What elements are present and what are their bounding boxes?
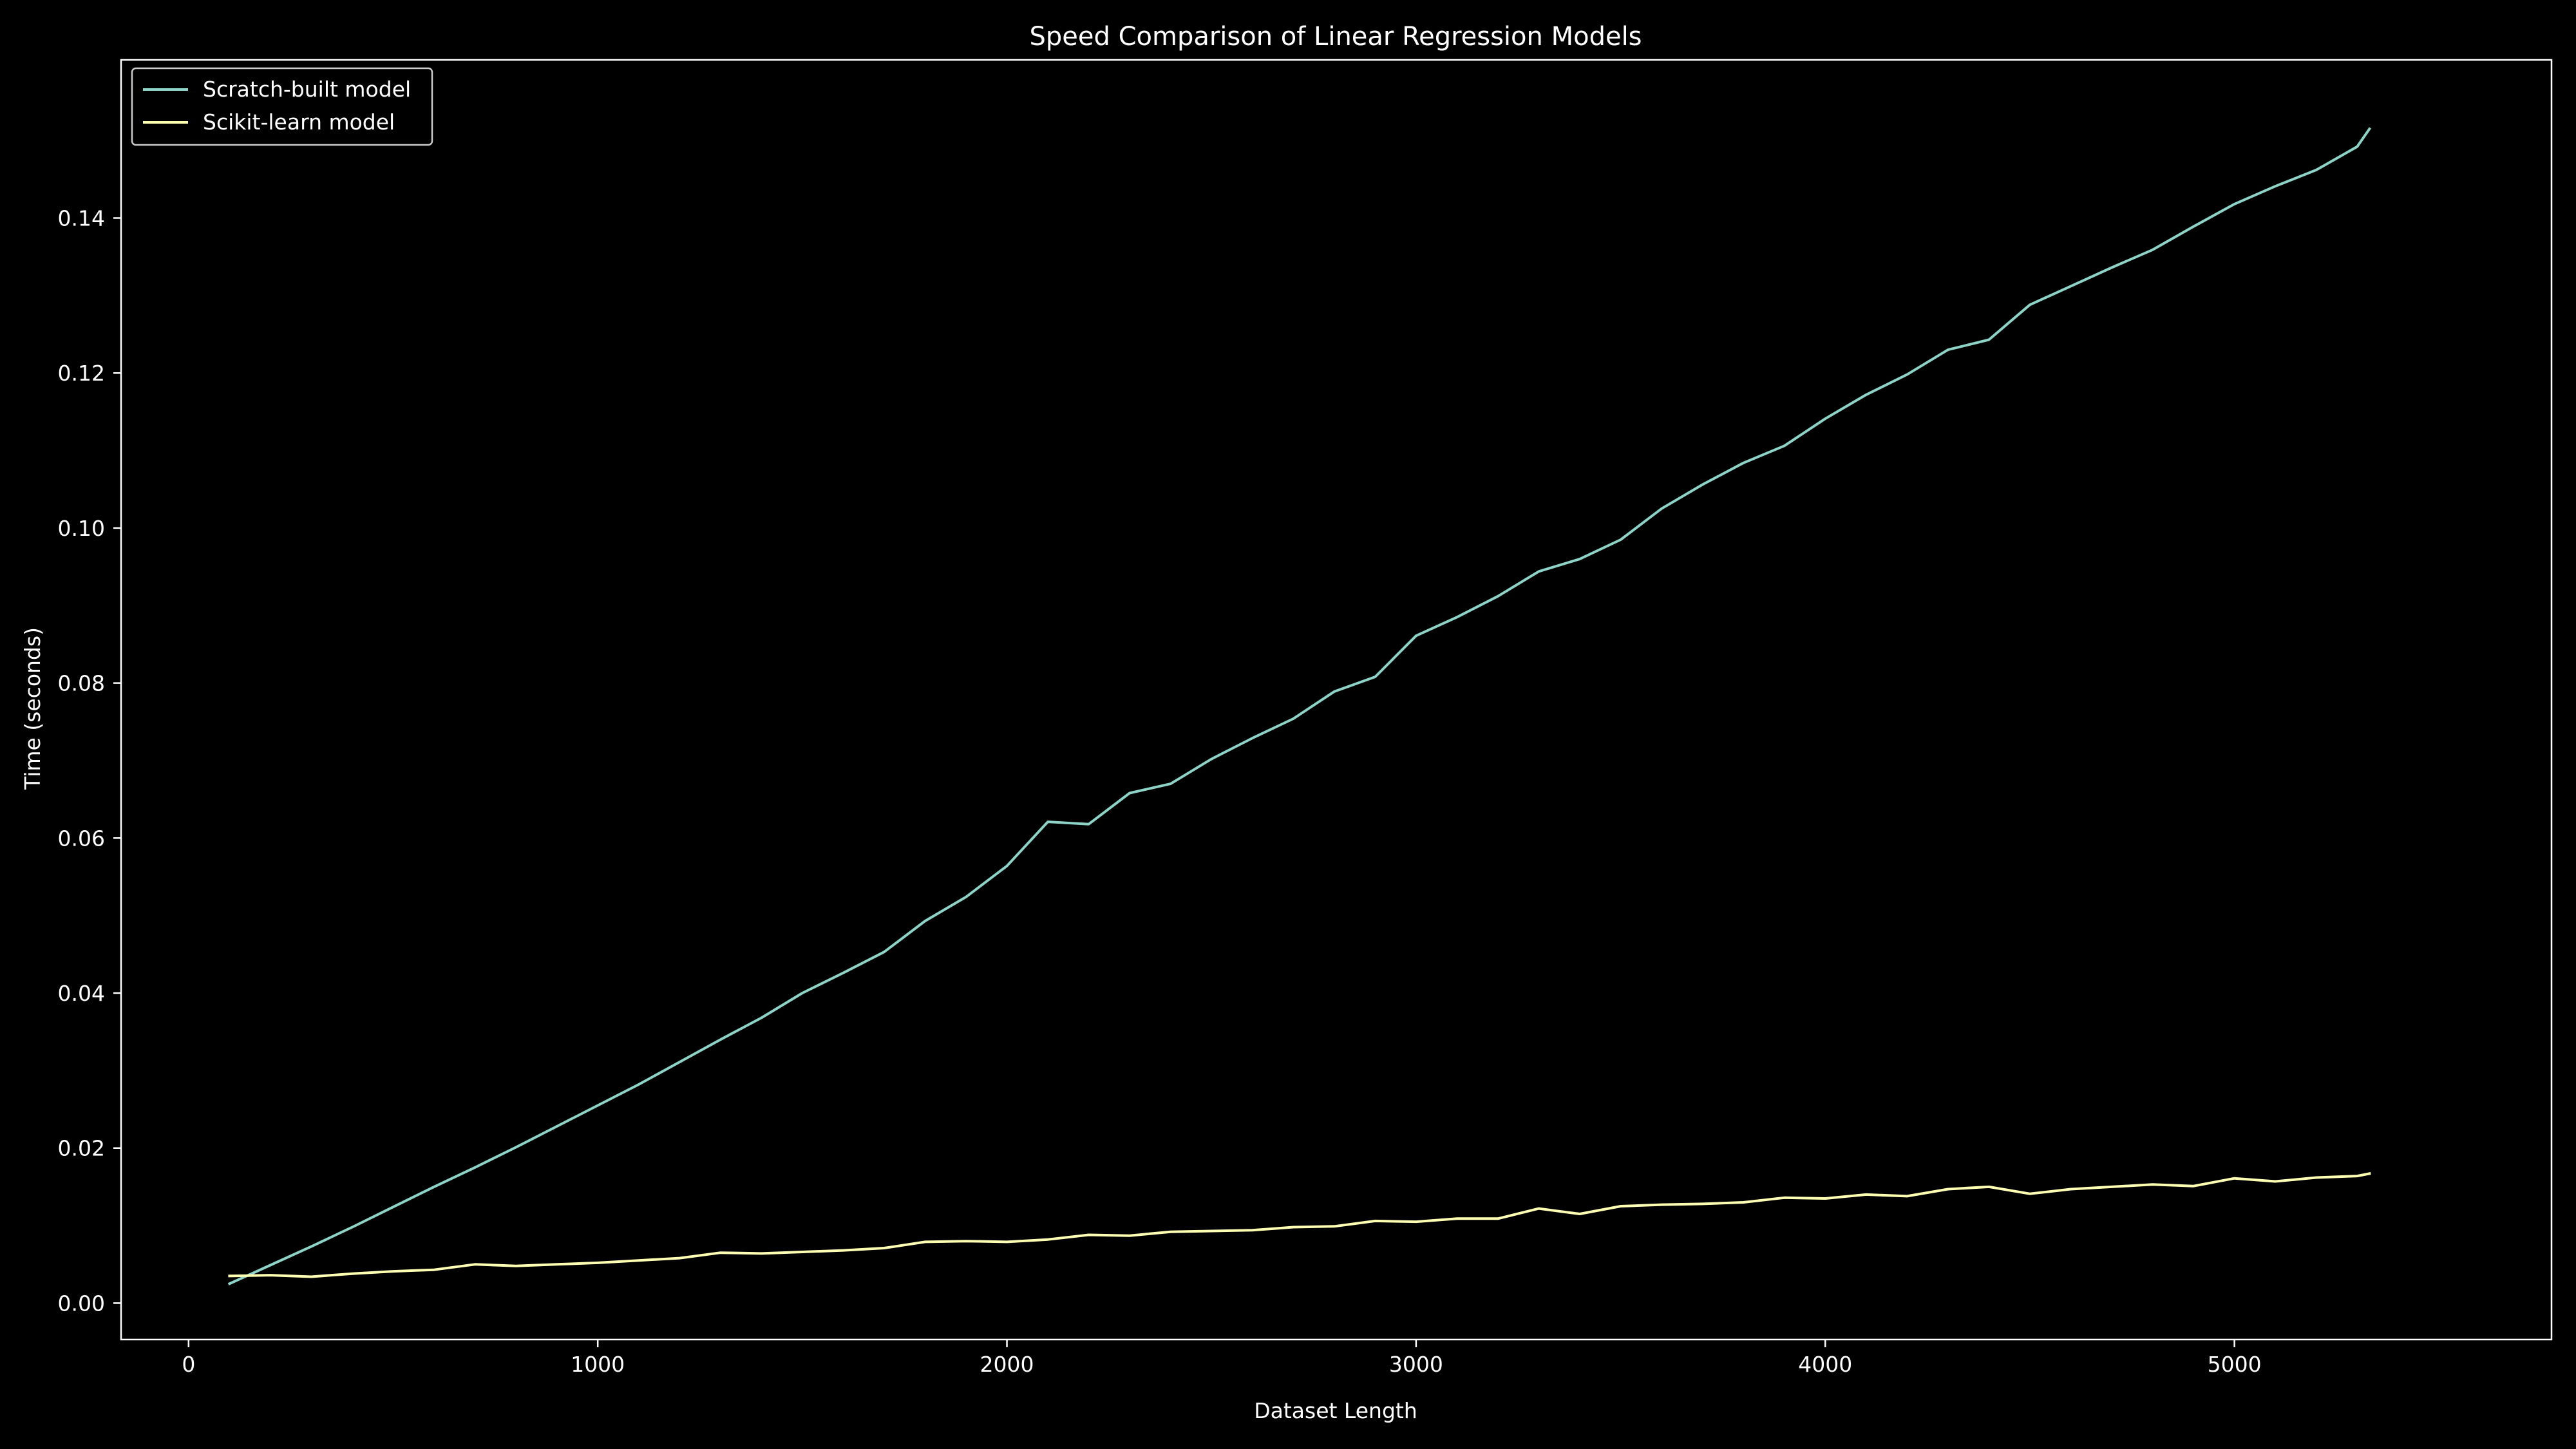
y-tick-label: 0.02 xyxy=(58,1136,105,1161)
plot-frame xyxy=(120,59,2553,1341)
x-tick-label: 3000 xyxy=(1389,1352,1443,1377)
y-tick-label: 0.08 xyxy=(58,671,105,696)
legend-frame xyxy=(131,67,433,146)
y-tick-label: 0.06 xyxy=(58,826,105,851)
y-tick-label: 0.12 xyxy=(58,361,105,386)
x-axis-label: Dataset Length xyxy=(1254,1398,1417,1423)
x-tick-label: 0 xyxy=(182,1352,195,1377)
y-tick-label: 0.14 xyxy=(58,206,105,231)
x-axis: 0 1000 2000 3000 4000 5000 xyxy=(182,1340,2262,1377)
y-tick-label: 0.04 xyxy=(58,981,105,1006)
x-tick-label: 2000 xyxy=(980,1352,1034,1377)
legend-label-scratch: Scratch-built model xyxy=(203,77,411,102)
legend-label-sklearn: Scikit-learn model xyxy=(203,109,395,135)
series-layer xyxy=(227,127,2372,1285)
x-tick-label: 4000 xyxy=(1798,1352,1852,1377)
y-axis: 0.00 0.02 0.04 0.06 0.08 0.10 0.12 0.14 xyxy=(58,206,121,1316)
chart-title: Speed Comparison of Linear Regression Mo… xyxy=(1029,22,1642,52)
series-line-scratch xyxy=(227,127,2372,1285)
x-tick-label: 1000 xyxy=(571,1352,625,1377)
y-tick-label: 0.00 xyxy=(58,1291,105,1316)
y-axis-label: Time (seconds) xyxy=(20,627,45,790)
y-tick-label: 0.10 xyxy=(58,516,105,541)
series-line-sklearn xyxy=(228,1172,2371,1278)
legend: Scratch-built model Scikit-learn model xyxy=(131,67,433,146)
x-tick-label: 5000 xyxy=(2208,1352,2262,1377)
